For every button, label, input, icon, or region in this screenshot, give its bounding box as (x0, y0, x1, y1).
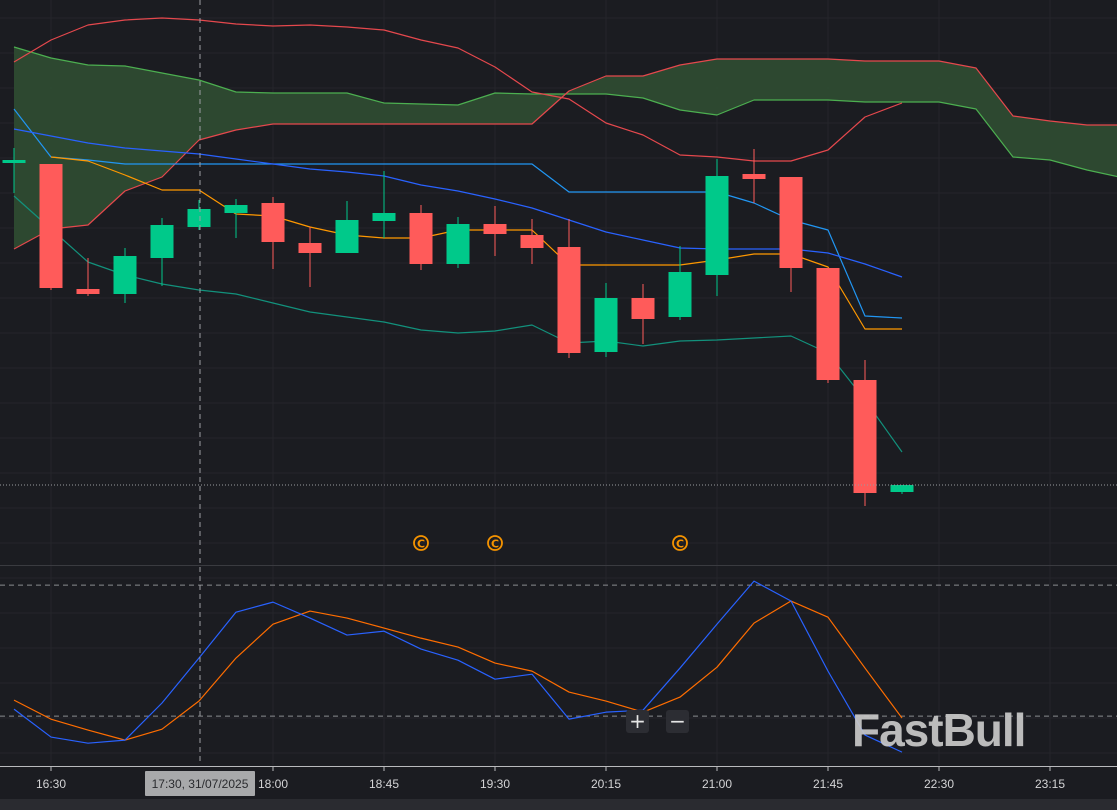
horizontal-scrollbar[interactable] (0, 799, 1117, 810)
candle-down[interactable] (483, 224, 507, 234)
oscillator-d-line (13, 600, 903, 741)
candle-up[interactable] (446, 224, 470, 264)
candle-down[interactable] (520, 235, 544, 248)
event-marker-icon[interactable] (672, 535, 688, 551)
time-axis-label: 22:30 (924, 777, 954, 791)
candle-up[interactable] (335, 220, 359, 253)
candle-up[interactable] (594, 298, 618, 352)
zoom-out-button[interactable]: − (666, 710, 689, 733)
candle-up[interactable] (890, 485, 914, 492)
candle-up[interactable] (372, 213, 396, 221)
candle-down[interactable] (298, 243, 322, 253)
time-axis-label: 16:30 (36, 777, 66, 791)
event-marker-icon[interactable] (413, 535, 429, 551)
zoom-in-button[interactable]: + (626, 710, 649, 733)
crosshair-time-label: 17:30, 31/07/2025 (152, 777, 249, 791)
oscillator-k-line (13, 580, 903, 753)
time-axis-label: 19:30 (480, 777, 510, 791)
candle-down[interactable] (816, 268, 840, 380)
candle-down[interactable] (409, 213, 433, 264)
ichimoku-cloud (14, 47, 1117, 249)
candle-down[interactable] (742, 174, 766, 179)
time-axis-label: 21:00 (702, 777, 732, 791)
event-marker-label: C (491, 538, 499, 551)
candle-down[interactable] (261, 203, 285, 242)
candle-up[interactable] (187, 209, 211, 227)
candle-up[interactable] (705, 176, 729, 275)
time-axis-label: 18:45 (369, 777, 399, 791)
candle-up[interactable] (2, 160, 26, 163)
event-marker-label: C (417, 538, 425, 551)
cloud-span-a-line (13, 46, 1117, 178)
indicator-line-3 (13, 128, 903, 278)
crosshair-time-label-box (145, 771, 255, 796)
time-axis-label: 23:15 (1035, 777, 1065, 791)
watermark-logo: FastBull (852, 704, 1026, 756)
time-axis-label: 18:00 (258, 777, 288, 791)
candle-down[interactable] (631, 298, 655, 319)
candle-up[interactable] (113, 256, 137, 294)
candle-down[interactable] (853, 380, 877, 493)
event-marker-label: C (676, 538, 684, 551)
candle-up[interactable] (224, 205, 248, 213)
candle-down[interactable] (557, 247, 581, 353)
candle-down[interactable] (39, 164, 63, 288)
candle-down[interactable] (76, 289, 100, 294)
time-axis-label: 21:45 (813, 777, 843, 791)
candle-up[interactable] (668, 272, 692, 317)
candle-down[interactable] (779, 177, 803, 268)
cloud-span-b-line (13, 58, 1117, 250)
indicator-line-4 (50, 156, 902, 330)
event-marker-icon[interactable] (487, 535, 503, 551)
candle-up[interactable] (150, 225, 174, 258)
time-axis-label: 20:15 (591, 777, 621, 791)
